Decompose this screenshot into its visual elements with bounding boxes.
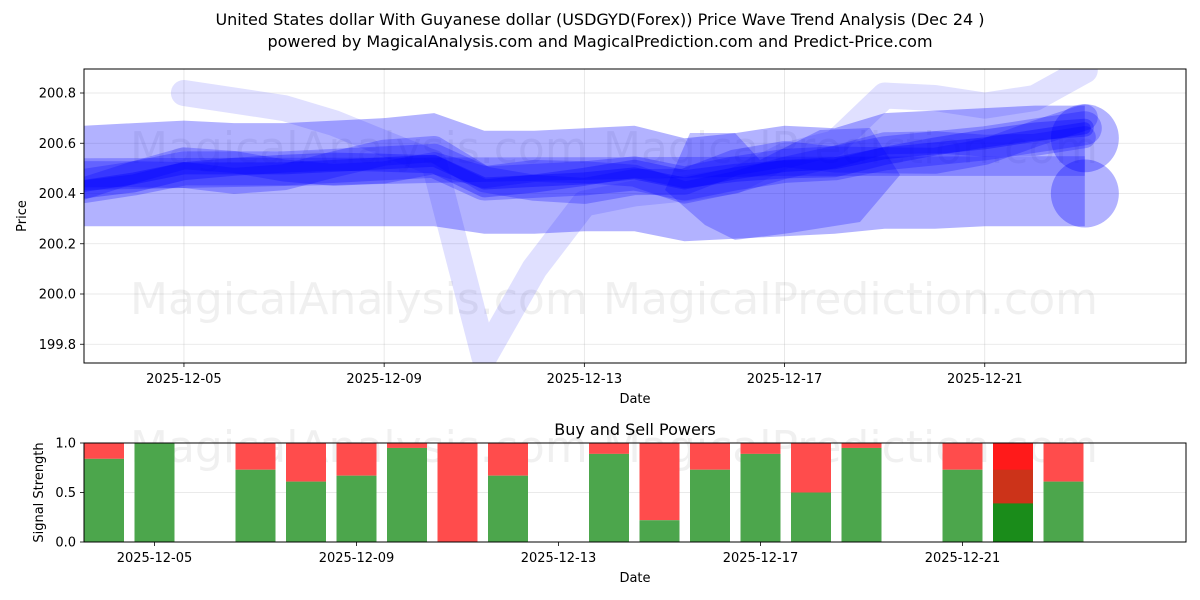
wave-dip [665, 128, 900, 240]
bar-group [134, 443, 175, 542]
price-chart: 199.8 200.0 200.2 200.4 200.6 200.8 2025-12-05… [15, 68, 1187, 407]
wave-layer [84, 69, 1119, 363]
x-axis-label: Date [619, 571, 650, 586]
bar-group [84, 443, 124, 542]
y-tick-label: 1.0 [55, 437, 76, 452]
wave-line [84, 118, 1094, 199]
buy-bar [740, 453, 781, 542]
watermark-text: MagicalPrediction.com [603, 123, 1098, 174]
y-tick-label: 200.8 [39, 87, 76, 102]
buy-bar [791, 492, 831, 542]
wave-band-mid [84, 156, 1085, 190]
wave-line [84, 126, 1096, 204]
sell-bar [336, 443, 377, 476]
wave-band-outer [84, 105, 1085, 242]
bar-group [841, 443, 882, 542]
buy-bar [235, 469, 276, 542]
y-tick-label: 200.2 [39, 237, 76, 252]
bar-group [437, 443, 478, 542]
sell-bar [286, 443, 326, 482]
bar-group [387, 443, 427, 542]
bar-group [235, 443, 276, 542]
buy-bar [134, 443, 175, 542]
x-tick-label: 2025-12-13 [547, 372, 623, 387]
sell-bar [841, 443, 882, 448]
x-tick-label: 2025-12-05 [146, 372, 222, 387]
sell-bar [690, 443, 730, 470]
sell-bar [84, 443, 124, 459]
buy-bar [1043, 481, 1084, 542]
wave-line [84, 104, 1098, 204]
x-tick-label: 2025-12-21 [947, 372, 1023, 387]
sell-bar [791, 443, 831, 493]
x-tick-label: 2025-12-17 [723, 551, 799, 566]
buy-bar [387, 447, 427, 542]
buy-bar [589, 453, 629, 542]
buy-bar [84, 458, 124, 542]
x-axis-label: Date [619, 392, 650, 407]
sell-bar [387, 443, 427, 448]
sell-bar [488, 443, 528, 476]
wave-band-end-cap [1050, 159, 1119, 228]
sell-bar [437, 443, 478, 542]
chart-title: United States dollar With Guyanese dolla… [215, 10, 985, 29]
wave-outlier-line [170, 69, 1098, 363]
sell-bar [235, 443, 276, 470]
x-tick-label: 2025-12-09 [346, 372, 422, 387]
bar-group [993, 443, 1033, 542]
buy-sell-title: Buy and Sell Powers [554, 420, 716, 439]
bar-group [791, 443, 831, 542]
buy-bar [286, 481, 326, 542]
x-tick-label: 2025-12-17 [747, 372, 823, 387]
plot-area [84, 69, 1186, 363]
sell-bar [589, 443, 629, 454]
buy-bar [336, 475, 377, 542]
y-axis-label: Signal Strength [32, 442, 47, 542]
buy-sell-chart: Buy and Sell PowersMagicalAnalysis.comMa… [32, 420, 1187, 586]
bar-group [942, 443, 983, 542]
sell-bar-overlay [993, 469, 1033, 504]
watermark-text: MagicalAnalysis.com [130, 274, 588, 325]
bar-group [1043, 443, 1084, 542]
sell-bar [740, 443, 781, 454]
y-tick-label: 200.4 [39, 187, 76, 202]
sell-bar [942, 443, 983, 470]
wave-line [84, 122, 1091, 193]
bar-group [286, 443, 326, 542]
bar-group [690, 443, 730, 542]
buy-bar [690, 469, 730, 542]
y-tick-label: 0.5 [55, 486, 76, 501]
wave-band-end-cap [1050, 104, 1119, 173]
bar-group [589, 443, 629, 542]
watermark-text: MagicalAnalysis.com [130, 123, 588, 174]
x-tick-label: 2025-12-09 [319, 551, 395, 566]
buy-bar [993, 503, 1033, 542]
buy-bar [488, 475, 528, 542]
bar-group [740, 443, 781, 542]
y-tick-label: 200.6 [39, 137, 76, 152]
y-tick-label: 0.0 [55, 536, 76, 551]
bar-group [639, 443, 680, 542]
y-tick-label: 199.8 [39, 338, 76, 353]
y-tick-label: 200.0 [39, 288, 76, 303]
x-tick-label: 2025-12-21 [925, 551, 1001, 566]
y-axis-label: Price [15, 200, 30, 232]
bar-group [488, 443, 528, 542]
chart-subtitle: powered by MagicalAnalysis.com and Magic… [267, 32, 933, 51]
plot-frame [83, 442, 1187, 543]
wave-line [84, 111, 1102, 204]
sell-bar [639, 443, 680, 521]
x-tick-label: 2025-12-05 [117, 551, 193, 566]
buy-bar [841, 447, 882, 542]
buy-bar [942, 469, 983, 542]
bar-group [336, 443, 377, 542]
buy-bar [639, 520, 680, 542]
watermark-text: MagicalPrediction.com [603, 274, 1098, 325]
x-tick-label: 2025-12-13 [521, 551, 597, 566]
plot-frame [83, 68, 1187, 364]
sell-bar [1043, 443, 1084, 482]
